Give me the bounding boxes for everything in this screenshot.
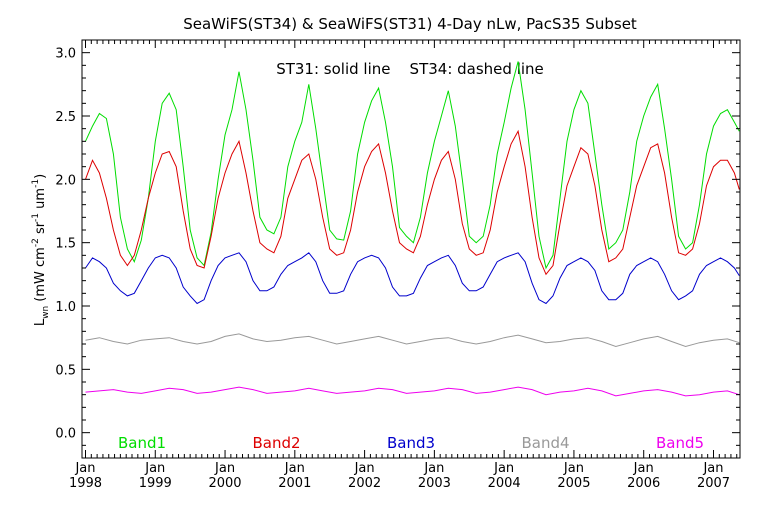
ylabel-close: )	[33, 174, 48, 179]
legend-item-band3: Band3	[387, 434, 435, 452]
line-style-annotation: ST31: solid line ST34: dashed line	[276, 60, 544, 78]
x-tick-month: Jan	[284, 461, 305, 476]
x-tick-year: 2003	[418, 476, 451, 491]
ylabel-mid: sr	[33, 221, 48, 238]
x-tick-year: 2000	[208, 476, 241, 491]
ylabel-mid2: um	[33, 188, 48, 213]
legend-item-band5: Band5	[656, 434, 704, 452]
x-tick-month: Jan	[74, 461, 95, 476]
chart-title: SeaWiFS(ST34) & SeaWiFS(ST31) 4-Day nLw,…	[183, 15, 637, 33]
x-tick-month: Jan	[493, 461, 514, 476]
ylabel-open: (mW cm	[33, 247, 48, 306]
x-tick-year: 1999	[139, 476, 172, 491]
series-line-band4	[85, 333, 740, 348]
ylabel-base-sub: wn	[41, 306, 51, 319]
ylabel-sup1: -2	[31, 238, 41, 247]
legend: Band1 Band2 Band3 Band4 Band5	[118, 434, 704, 452]
x-tick-month: Jan	[633, 461, 654, 476]
series-line-band1	[85, 61, 740, 270]
legend-item-band1: Band1	[118, 434, 166, 452]
ylabel-base: L	[33, 318, 48, 326]
x-tick-year: 2004	[488, 476, 521, 491]
x-tick-month: Jan	[214, 461, 235, 476]
x-tick-month: Jan	[702, 461, 723, 476]
x-tick-year: 1998	[69, 476, 102, 491]
x-tick-year: 2007	[697, 476, 730, 491]
legend-item-band4: Band4	[521, 434, 569, 452]
series-line-band5	[85, 386, 740, 397]
legend-item-band2: Band2	[252, 434, 300, 452]
x-tick-month: Jan	[423, 461, 444, 476]
series-line-band2	[85, 129, 740, 276]
ylabel-sup3: -1	[31, 179, 41, 188]
x-tick-month: Jan	[354, 461, 375, 476]
y-tick-label: 2.5	[55, 110, 76, 125]
y-tick-label: 1.0	[55, 300, 76, 315]
y-tick-label: 1.5	[55, 237, 76, 252]
x-tick-month: Jan	[563, 461, 584, 476]
y-tick-label: 0.0	[55, 427, 76, 442]
y-tick-label: 3.0	[55, 47, 76, 62]
series-layer	[85, 61, 740, 397]
x-tick-year: 2001	[278, 476, 311, 491]
y-tick-label: 2.0	[55, 173, 76, 188]
ylabel-sup2: -1	[31, 213, 41, 222]
y-tick-label: 0.5	[55, 363, 76, 378]
y-axis: 0.0 0.5 1.0 1.5 2.0 2.5 3.0	[55, 39, 740, 459]
x-axis: Jan1998Jan1999Jan2000Jan2001Jan2002Jan20…	[69, 40, 738, 491]
x-tick-year: 2005	[557, 476, 590, 491]
x-tick-year: 2006	[627, 476, 660, 491]
series-line-band3	[85, 252, 740, 305]
x-tick-year: 2002	[348, 476, 381, 491]
plot-frame	[81, 39, 741, 459]
x-tick-month: Jan	[144, 461, 165, 476]
y-axis-label: Lwn (mW cm-2 sr-1 um-1)	[31, 174, 51, 326]
